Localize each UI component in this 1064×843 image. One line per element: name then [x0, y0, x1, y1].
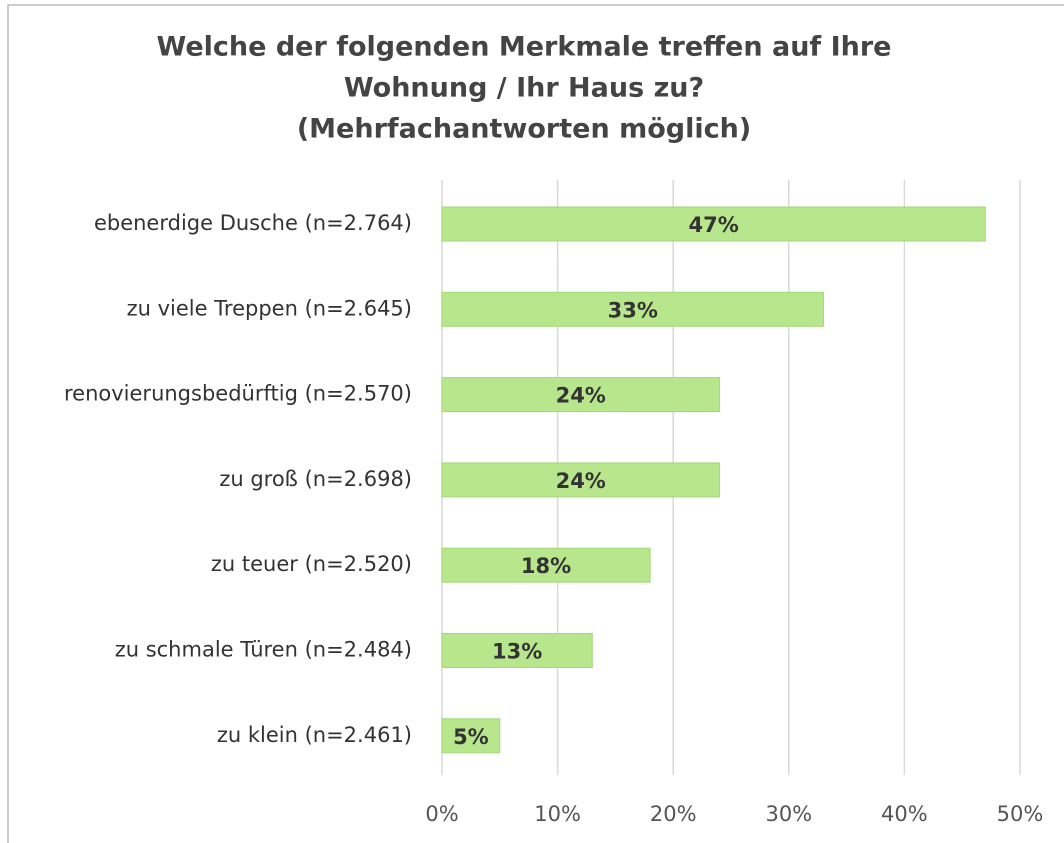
value-label: 18%	[521, 554, 571, 578]
x-tick-label: 20%	[650, 802, 697, 826]
x-tick-label: 30%	[765, 802, 812, 826]
bar	[441, 377, 720, 413]
y-tick-label: zu teuer (n=2.520)	[211, 552, 412, 576]
y-tick-label: ebenerdige Dusche (n=2.764)	[94, 211, 412, 235]
y-tick-label: renovierungsbedürftig (n=2.570)	[64, 382, 412, 406]
y-tick-label: zu klein (n=2.461)	[217, 723, 412, 747]
x-tick-label: 10%	[534, 802, 581, 826]
value-label: 33%	[608, 298, 658, 322]
x-tick-label: 40%	[881, 802, 928, 826]
value-label: 24%	[556, 384, 606, 408]
bar	[441, 718, 501, 754]
y-tick-label: zu viele Treppen (n=2.645)	[127, 296, 412, 320]
value-label: 5%	[453, 725, 489, 749]
x-tick-label: 50%	[997, 802, 1044, 826]
y-tick-label: zu schmale Türen (n=2.484)	[115, 638, 412, 662]
chart-title: Welche der folgenden Merkmale treffen au…	[157, 32, 892, 63]
chart-frame	[7, 4, 1064, 843]
bar	[441, 206, 986, 242]
bar	[441, 291, 824, 327]
y-tick-label: zu groß (n=2.698)	[219, 467, 412, 491]
chart-title: Wohnung / Ihr Haus zu?	[344, 73, 704, 104]
bar	[441, 633, 593, 668]
bar	[441, 462, 720, 498]
x-tick-label: 0%	[425, 802, 458, 826]
value-label: 13%	[492, 640, 542, 664]
chart-title: (Mehrfachantworten möglich)	[297, 114, 751, 145]
bar	[441, 547, 651, 583]
value-label: 24%	[556, 469, 606, 493]
value-label: 47%	[689, 213, 739, 237]
